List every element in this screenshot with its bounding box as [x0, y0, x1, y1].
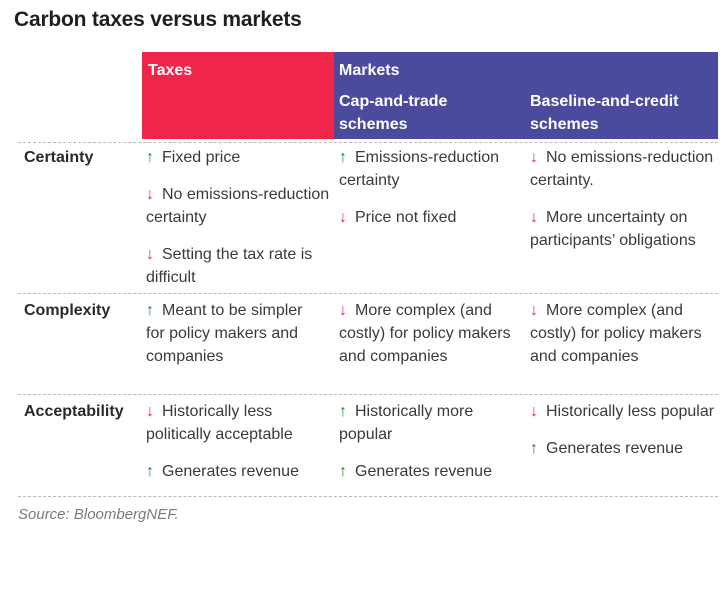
cap-and-trade-header: Cap-and-trade schemes: [339, 93, 448, 133]
acceptability-base-cell: ↓ Historically less popular ↑ Generates re…: [530, 400, 716, 460]
complexity-base-cell: ↓ More complex (and costly) for policy ma…: [530, 299, 716, 368]
down-arrow-icon: ↓: [530, 149, 538, 166]
list-item: ↑ Generates revenue: [146, 460, 332, 483]
list-item: ↓ More uncertainty on participants’ oblig…: [530, 206, 716, 252]
down-arrow-icon: ↓: [339, 302, 347, 319]
certainty-taxes-cell: ↑ Fixed price ↓ No emissions-reduction cer…: [146, 146, 332, 289]
certainty-cap-cell: ↑ Emissions-reduction certainty ↓ Price no…: [339, 146, 525, 229]
divider-acceptability: [18, 496, 718, 497]
list-item: ↑ Generates revenue: [530, 437, 716, 460]
down-arrow-icon: ↓: [339, 209, 347, 226]
down-arrow-icon: ↓: [530, 403, 538, 420]
list-item: ↑ Generates revenue: [339, 460, 525, 483]
list-item: ↑ Fixed price: [146, 146, 332, 169]
list-item: ↓ No emissions-reduction certainty.: [530, 146, 716, 192]
markets-header: Markets Cap-and-trade schemes Baseline-a…: [334, 52, 718, 139]
page-title: Carbon taxes versus markets: [14, 8, 302, 31]
acceptability-taxes-cell: ↓ Historically less politically acceptabl…: [146, 400, 332, 483]
certainty-base-cell: ↓ No emissions-reduction certainty. ↓ More…: [530, 146, 716, 252]
complexity-cap-cell: ↓ More complex (and costly) for policy ma…: [339, 299, 525, 368]
markets-header-label: Markets: [339, 62, 400, 79]
list-item: ↓ No emissions-reduction certainty: [146, 183, 332, 229]
up-arrow-icon: ↑: [146, 463, 154, 480]
taxes-header: Taxes: [142, 52, 334, 139]
down-arrow-icon: ↓: [146, 403, 154, 420]
divider-certainty: [18, 293, 718, 294]
down-arrow-icon: ↓: [146, 186, 154, 203]
down-arrow-icon: ↓: [530, 209, 538, 226]
taxes-header-label: Taxes: [148, 62, 193, 79]
divider-header: [18, 142, 718, 143]
row-label-complexity: Complexity: [24, 302, 111, 319]
list-item: ↓ More complex (and costly) for policy ma…: [339, 299, 525, 368]
list-item: ↓ Setting the tax rate is difficult: [146, 243, 332, 289]
row-label-acceptability: Acceptability: [24, 403, 124, 420]
up-arrow-icon: ↑: [339, 403, 347, 420]
list-item: ↓ Historically less popular: [530, 400, 716, 423]
list-item: ↓ Price not fixed: [339, 206, 525, 229]
acceptability-cap-cell: ↑ Historically more popular ↑ Generates re…: [339, 400, 525, 483]
up-arrow-icon: ↑: [146, 149, 154, 166]
complexity-taxes-cell: ↑ Meant to be simpler for policy makers a…: [146, 299, 306, 368]
down-arrow-icon: ↓: [146, 246, 154, 263]
up-arrow-icon: ↑: [146, 302, 154, 319]
up-arrow-icon: ↑: [530, 440, 538, 457]
source-note: Source: BloombergNEF.: [18, 506, 179, 523]
list-item: ↑ Historically more popular: [339, 400, 525, 446]
list-item: ↓ More complex (and costly) for policy ma…: [530, 299, 716, 368]
up-arrow-icon: ↑: [339, 149, 347, 166]
list-item: ↑ Meant to be simpler for policy makers a…: [146, 299, 306, 368]
up-arrow-icon: ↑: [339, 463, 347, 480]
list-item: ↓ Historically less politically acceptabl…: [146, 400, 332, 446]
down-arrow-icon: ↓: [530, 302, 538, 319]
baseline-and-credit-header: Baseline-and-credit schemes: [530, 93, 679, 133]
list-item: ↑ Emissions-reduction certainty: [339, 146, 525, 192]
row-label-certainty: Certainty: [24, 149, 94, 166]
divider-complexity: [18, 394, 718, 395]
